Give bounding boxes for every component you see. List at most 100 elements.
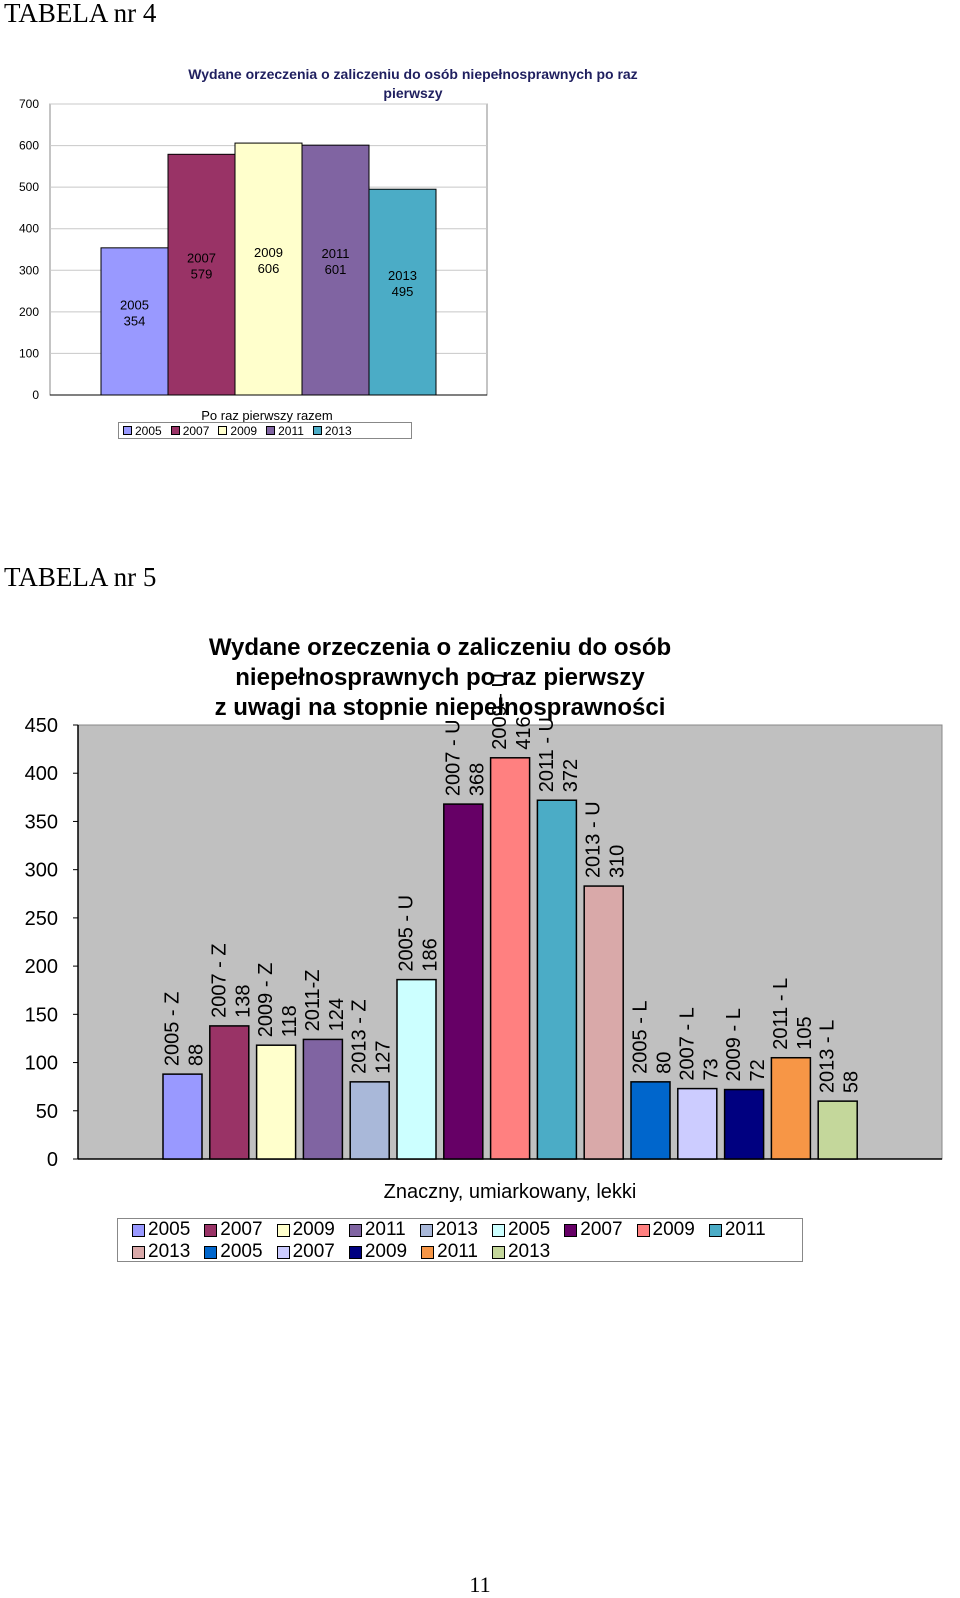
legend-label: 2013 [148,1241,191,1262]
data-label: 2013 - Z 127 [349,999,395,1073]
legend-swatch [419,1223,433,1237]
y-tick-label: 0 [47,1149,58,1171]
legend-label: 2007 [220,1219,263,1240]
data-label-line: 118 [279,1005,301,1037]
legend-swatch [708,1223,722,1237]
data-label-line: 368 [466,763,488,796]
y-tick-label: 100 [19,346,39,360]
y-tick-label: 200 [25,956,58,978]
legend-label: 2011 [278,423,304,438]
data-label: 2007 - U 368 [442,719,488,796]
legend-item: 2013 [312,423,352,438]
legend-swatch [276,1245,290,1259]
bar [396,978,437,1160]
y-tick-label: 100 [25,1053,58,1075]
x-axis-title: Po raz pierwszy razem [201,408,332,423]
y-tick-label: 700 [19,97,39,111]
data-label-line: 2009 - U [489,673,511,750]
legend-label: 2013 [435,1219,478,1240]
data-label-line: 138 [232,985,254,1018]
legend-label: 2005 [507,1219,551,1240]
bar [349,1081,390,1160]
data-label: 2005 - U 186 [396,895,442,972]
legend-swatch [491,1245,505,1259]
y-tick-label: 200 [19,305,39,319]
y-tick-label: 150 [25,1004,58,1026]
legend-item: 2013 [132,1241,190,1263]
data-label-line: 124 [326,998,348,1031]
legend-label: 2009 [230,423,258,438]
bar [100,247,169,396]
data-label: 2007 [187,251,216,266]
legend-item: 2013 [491,1241,551,1263]
data-label: 2007 - Z 138 [208,943,254,1017]
bar [770,1056,812,1160]
data-label-line: 2007 - Z [208,943,230,1017]
legend-label: 2013 [507,1241,551,1262]
legend-item: 2011 [348,1219,406,1241]
legend-item: 2007 [204,1219,263,1241]
legend-item: 2009 [218,424,257,438]
legend-item: 2011 [421,1241,478,1263]
legend-label: 2011 [364,1219,406,1240]
bar [630,1081,671,1160]
legend-swatch [636,1223,650,1237]
y-tick-label: 600 [19,139,39,153]
data-label: 2011 - U 372 [536,717,582,792]
data-label-line: 88 [186,1044,208,1066]
data-label-line: 2005 - U [396,895,418,972]
chart-tabela-4: 0 100 200 300 400 500 600 700 Wydane orzeczenia … [19,66,638,423]
bar [255,1044,297,1160]
legend-swatch [312,426,322,435]
data-label: 2011 - L 105 [770,978,816,1050]
legend-swatch [132,1223,145,1237]
data-label-line: 80 [654,1052,676,1074]
legend-label: 2007 [182,423,210,438]
x-axis-title: Znaczny, umiarkowany, lekki [384,1181,637,1203]
data-label: 2013 [388,268,417,283]
data-label-line: 2009 - Z [255,963,277,1037]
data-label-line: 2013 - U [583,801,605,878]
data-label-line: 372 [560,759,582,792]
data-label-line: 186 [420,938,442,971]
heading-tabela-4: TABELA nr 4 [4,0,157,28]
legend-item: 2005 [491,1219,551,1241]
bar [583,885,624,1160]
data-label: 2005 - Z 88 [162,992,208,1066]
legend-tabela-5: 2005 2007 2009 2011 2013 2005 2007 2009 2011 2013… [117,1218,803,1262]
bar [302,1038,344,1160]
legend-swatch [218,426,228,435]
data-label-line: 2011-Z [302,970,324,1032]
bar [723,1088,765,1160]
data-label: 2005 - L 80 [630,1000,676,1073]
bar [209,1025,250,1160]
legend-swatch [491,1223,505,1237]
legend-swatch [276,1223,290,1237]
y-tick-label: 300 [19,263,39,277]
legend-swatch [170,426,180,435]
y-tick-label: 0 [32,388,39,402]
data-label: 2011-Z 124 [302,970,348,1032]
legend-label: 2013 [324,423,352,438]
data-label-line: 73 [700,1058,722,1080]
data-label-line: 2009 - L [723,1008,745,1081]
legend-label: 2005 [135,423,162,438]
legend-label: 2009 [364,1241,408,1262]
legend-swatch [564,1223,578,1237]
data-label-line: 105 [794,1016,816,1049]
bar [817,1100,858,1160]
legend-swatch [204,1223,218,1237]
legend-label: 2007 [292,1241,335,1262]
data-label-line: 2005 - L [630,1000,652,1073]
bar [162,1073,203,1160]
legend-item: 2007 [276,1241,335,1263]
bar [301,144,370,396]
y-tick-label: 50 [36,1101,58,1123]
bar [167,153,236,396]
y-tick-label: 400 [25,763,58,785]
legend-item: 2009 [636,1219,695,1241]
legend-swatch [132,1245,145,1259]
data-label: 354 [124,313,146,328]
legend-label: 2007 [580,1219,623,1240]
data-label: 579 [191,267,213,282]
